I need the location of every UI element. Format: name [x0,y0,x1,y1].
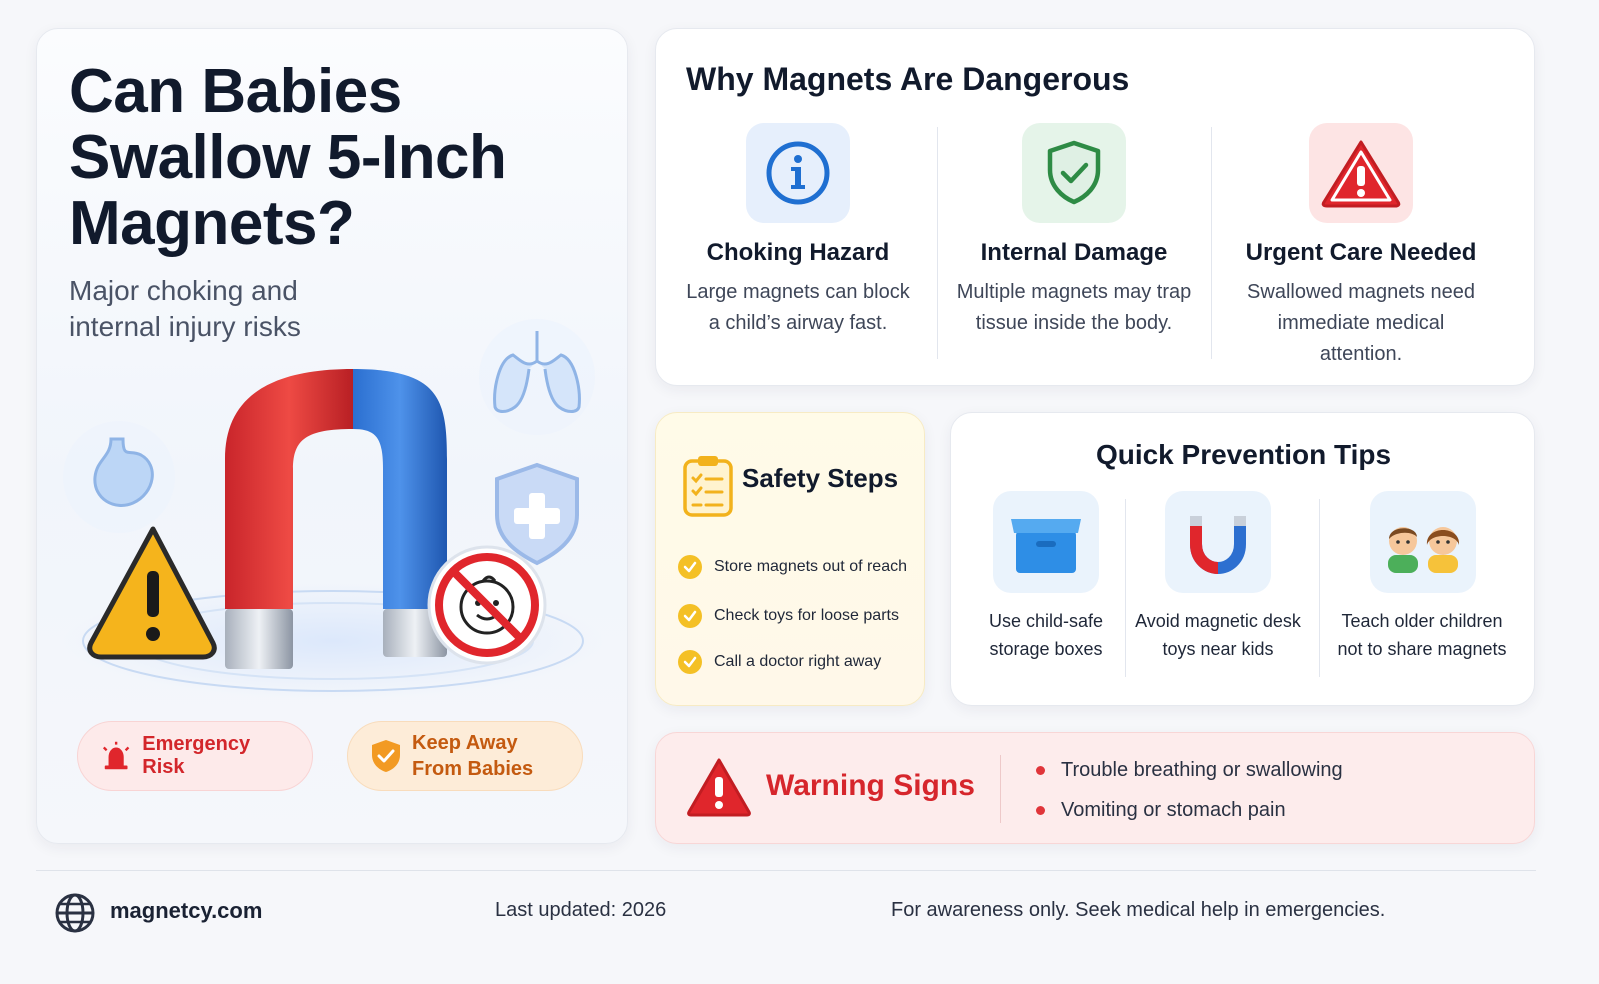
hazard-heading: Internal Damage [980,239,1168,266]
safety-steps-card: Safety Steps Store magnets out of reach … [655,412,925,706]
siren-icon [102,741,130,770]
safety-step-label: Check toys for loose parts [714,607,899,624]
check-icon [678,604,702,628]
hazard-text: Large magnets can block a child’s airway… [686,281,910,334]
check-icon [678,555,702,579]
emergency-risk-badge: Emergency Risk [77,721,313,791]
keep-away-badge: Keep Away From Babies [347,721,583,791]
safety-step: Call a doctor right away [678,650,881,674]
warning-triangle-icon [1309,123,1413,223]
tip-text: Use child-safe storage boxes [988,611,1104,659]
page-title: Can Babies Swallow 5-Inch Magnets? [69,57,507,258]
shield-check-icon [372,740,400,772]
hazard-heading: Choking Hazard [706,239,890,266]
warning-sign-text: Trouble breathing or swallowing [1061,759,1343,781]
section-title: Why Magnets Are Dangerous [686,61,1130,97]
tip-storage: Use child-safe storage boxes [951,491,1141,663]
horseshoe-magnet-icon [1165,491,1271,593]
safety-step-label: Store magnets out of reach [714,558,907,575]
safety-step-label: Call a doctor right away [714,653,882,670]
footer-divider [36,870,1536,871]
prevention-tips-card: Quick Prevention Tips Use child-safe sto… [950,412,1535,706]
warning-sign-item: Vomiting or stomach pain [1036,799,1286,822]
magnet-illustration [63,319,603,699]
page-subtitle: Major choking and internal injury risks [69,275,301,342]
warning-triangle-icon [687,758,751,817]
medical-shield-icon [495,462,579,566]
keep-away-label: Keep Away From Babies [412,732,534,780]
warning-signs-title: Warning Signs [766,769,975,802]
tip-desk-toys: Avoid magnetic desk toys near kids [1123,491,1313,663]
lungs-icon [479,319,595,435]
check-icon [678,650,702,674]
divider [1211,127,1212,359]
footer-last-updated: Last updated: 2026 [495,899,667,921]
children-icon [1369,491,1476,593]
prevention-tips-title: Quick Prevention Tips [1095,439,1392,470]
hazard-heading: Urgent Care Needed [1245,239,1477,266]
safety-steps-title: Safety Steps [742,463,899,493]
safety-step: Check toys for loose parts [678,604,899,628]
warning-triangle-icon [87,526,217,660]
divider [1000,755,1001,823]
hazard-text: Swallowed magnets need immediate medical… [1247,281,1475,365]
globe-icon [55,893,95,933]
info-icon [746,123,850,223]
warning-sign-text: Vomiting or stomach pain [1061,799,1286,821]
footer-site-link[interactable]: magnetcy.com [110,898,263,923]
tip-text: Avoid magnetic desk toys near kids [1135,611,1301,659]
hazard-choking: Choking Hazard Large magnets can block a… [658,123,938,339]
footer-disclaimer: For awareness only. Seek medical help in… [891,899,1386,921]
emergency-risk-label: Emergency Risk [142,733,251,778]
safety-step: Store magnets out of reach [678,555,907,579]
storage-box-icon [993,491,1099,593]
warning-signs-card: Warning Signs Trouble breathing or swall… [655,732,1535,844]
hero-card: Can Babies Swallow 5-Inch Magnets? Major… [36,28,628,844]
warning-sign-item: Trouble breathing or swallowing [1036,759,1343,782]
stomach-icon [63,421,175,533]
tip-text: Teach older children not to share magnet… [1337,611,1507,659]
why-dangerous-card: Why Magnets Are Dangerous Choking Hazard… [655,28,1535,386]
divider [1319,499,1320,677]
divider [1125,499,1126,677]
bullet-icon [1036,766,1045,775]
checklist-clipboard-icon [683,456,733,517]
hazard-urgent-care: Urgent Care Needed Swallowed magnets nee… [1221,123,1501,370]
horseshoe-magnet-icon [225,369,447,669]
tip-children: Teach older children not to share magnet… [1325,491,1520,663]
no-babies-icon [427,545,547,665]
shield-check-icon [1022,123,1126,223]
hazard-text: Multiple magnets may trap tissue inside … [956,281,1192,334]
bullet-icon [1036,806,1045,815]
divider [937,127,938,359]
hazard-internal-damage: Internal Damage Multiple magnets may tra… [934,123,1214,339]
